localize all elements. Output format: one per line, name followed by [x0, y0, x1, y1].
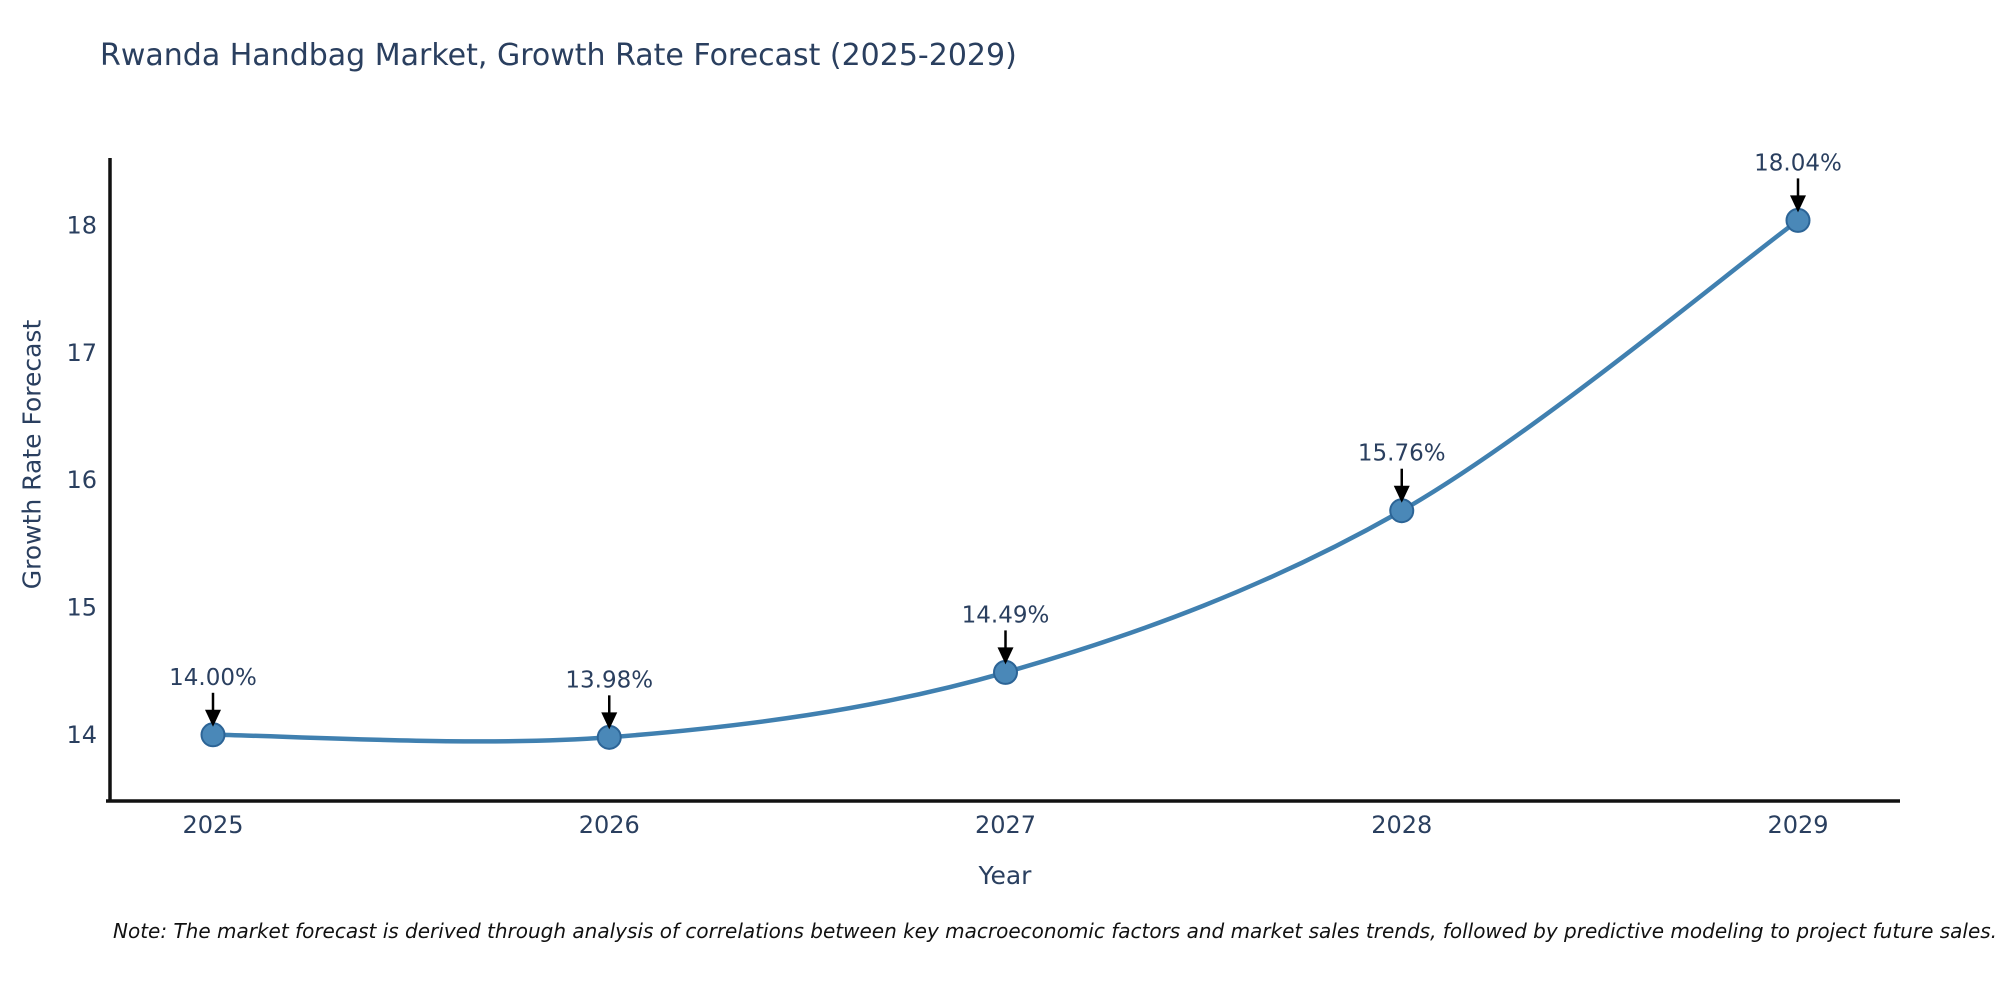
axis-spines — [106, 158, 1900, 803]
x-axis-title: Year — [978, 861, 1032, 890]
annotation-label: 13.98% — [565, 667, 653, 693]
y-tick-label: 15 — [66, 593, 97, 621]
annotation-label: 14.00% — [169, 665, 257, 691]
x-tick-label: 2028 — [1371, 811, 1432, 839]
y-tick-label: 14 — [66, 721, 97, 749]
annotation-arrow-head — [1393, 485, 1410, 503]
annotation-arrow-head — [997, 647, 1014, 665]
chart-title: Rwanda Handbag Market, Growth Rate Forec… — [100, 38, 1017, 73]
x-tick-label: 2029 — [1767, 811, 1828, 839]
x-tick-label: 2025 — [182, 811, 243, 839]
x-tick-label: 2027 — [975, 811, 1036, 839]
annotation-arrow-head — [601, 712, 618, 730]
x-tick-label: 2026 — [579, 811, 640, 839]
y-axis-title: Growth Rate Forecast — [17, 319, 47, 590]
annotation-arrow-head — [205, 709, 221, 727]
annotation-label: 18.04% — [1754, 150, 1842, 176]
y-tick-label: 16 — [66, 466, 97, 494]
footnote: Note: The market forecast is derived thr… — [113, 919, 1998, 943]
annotation-label: 15.76% — [1358, 441, 1446, 467]
y-tick-label: 18 — [66, 211, 97, 239]
annotation-arrow-head — [1790, 195, 1806, 213]
y-tick-label: 17 — [66, 339, 97, 367]
annotation-label: 14.49% — [962, 602, 1050, 628]
